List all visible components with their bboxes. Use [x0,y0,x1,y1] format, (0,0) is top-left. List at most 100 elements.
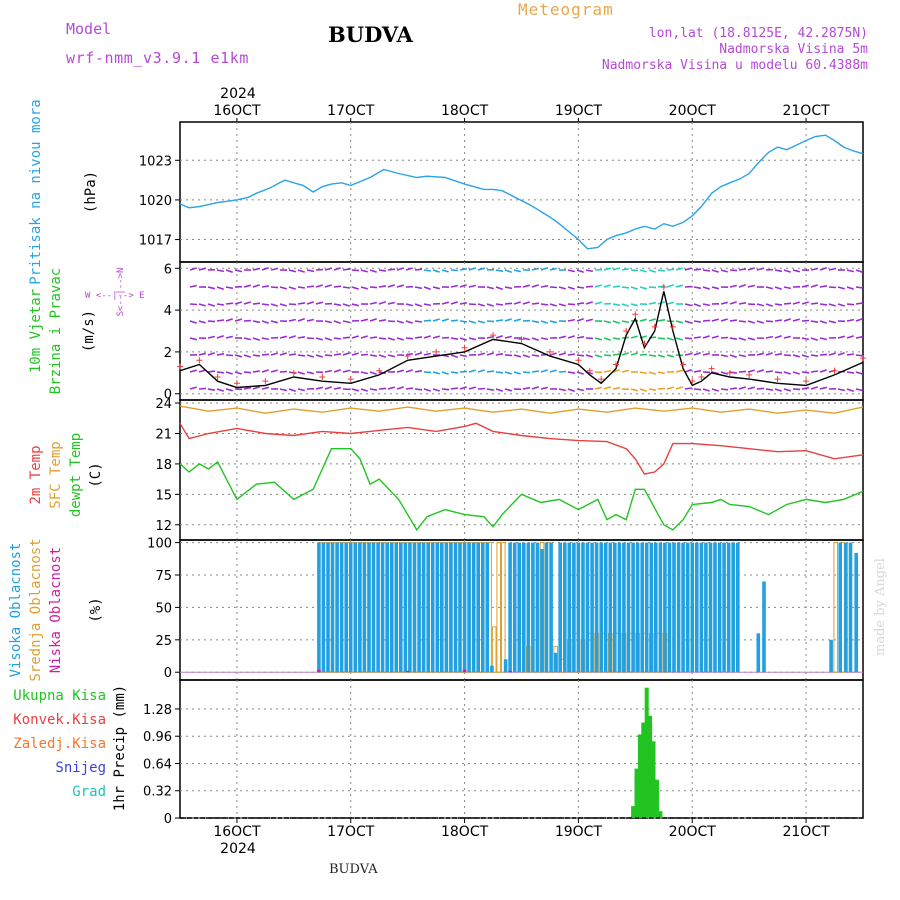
wind-gust-marker [708,365,715,372]
wind-arrow [783,371,791,375]
wind-arrow [855,388,863,392]
watermark: made by Angel [873,558,888,656]
wind-arrow [549,369,557,373]
wind-arrow [243,371,252,374]
wind-arrow [720,388,729,391]
wind-arrow [414,388,423,391]
wind-arrow [819,285,828,288]
wind-arrow [558,303,566,307]
wind-gust-marker [598,376,605,383]
wind-arrow [324,267,333,271]
wind-arrow [837,335,845,339]
wind-gust-marker [376,367,383,374]
wind-arrow [855,286,864,289]
wind-arrow [243,301,251,305]
wind-arrow [684,369,692,373]
wind-arrow [720,371,728,375]
wind-arrow [522,301,530,305]
wind-arrow [693,388,702,391]
wind-arrow [621,286,630,289]
wind-arrow [846,335,854,339]
wind-arrow [747,369,755,373]
wind-arrow [306,318,314,322]
high-cloud-bar [426,542,430,673]
wind-gust-marker [612,361,619,368]
high-cloud-bar [453,542,458,673]
high-cloud-bar [503,659,508,673]
wind-arrow [351,303,359,307]
wind-arrow [486,388,495,391]
wind-gust-marker [214,374,221,380]
wind-arrow [405,369,413,373]
wind-arrow [549,352,557,356]
wind-arrow [504,286,513,290]
wind-arrow [414,303,422,307]
wind-arrow [486,320,495,323]
mid-cloud-bar [501,542,506,673]
wind-arrow [198,303,206,307]
wind-arrow [765,352,773,356]
wind-arrow [378,387,387,390]
wind-arrow [585,269,594,273]
high-cloud-bar [321,542,326,673]
wind-arrow [279,370,288,373]
wind-arrow [612,285,621,288]
wind-arrow [729,371,738,374]
wind-arrow [468,303,477,306]
wind-arrow [720,269,728,273]
wind-arrow [441,388,450,391]
wind-arrow [432,318,440,322]
wind-arrow [369,269,377,273]
wind-arrow [828,286,837,289]
wind-arrow [639,353,648,356]
x-tick-label-top: 21OCT [782,103,830,119]
panel-wind: 0 2 4 6 [164,261,864,403]
wind-arrow [369,336,378,339]
high-cloud-bar [603,542,608,673]
wind-gust-marker [586,367,593,374]
wind-arrow [828,352,836,356]
wind-arrow [576,318,584,322]
wind-compass-ns: S<--|-->N [116,268,126,317]
wind-arrow [567,286,575,290]
wind-arrow [270,286,279,289]
wind-arrow [783,269,791,273]
mid-cloud-bar [491,626,497,673]
wind-arrow [279,388,287,392]
wind-arrow [495,388,503,392]
wind-arrow [666,268,675,271]
wind-arrow [531,370,540,373]
wind-arrow [333,353,342,356]
wind-arrow [567,353,576,356]
wind-arrow [225,286,234,290]
wind-arrow [423,388,431,392]
wind-arrow [603,284,611,288]
high-cloud-bar [335,542,339,673]
wind-arrow [414,286,423,290]
wind-arrow [774,352,783,356]
wind-arrow [306,285,315,288]
wind-arrow [711,269,719,273]
y-tick-label: 0.32 [143,785,172,800]
wind-arrow [702,303,711,307]
x-tick-label-bottom: 18OCT [441,824,489,840]
wind-arrow [306,354,314,358]
wind-arrow [495,286,503,290]
high-cloud-bar [485,542,490,673]
wind-arrow [261,386,269,390]
wind-arrow [639,286,647,290]
wind-gust-marker [689,378,696,385]
wind-arrow [531,267,539,271]
high-cloud-bar [649,542,654,673]
wind-arrow [333,337,342,340]
wind-arrow [603,386,611,390]
wind-gust-marker [233,380,240,387]
temp-2m-line [179,422,864,475]
wind-arrow [387,386,395,390]
high-cloud-bars [317,542,858,673]
wind-arrow [783,302,792,305]
wind-arrow [549,320,557,324]
wind-arrow [414,336,423,339]
mid-cloud-bar [496,542,501,673]
wind-arrow [342,352,350,356]
